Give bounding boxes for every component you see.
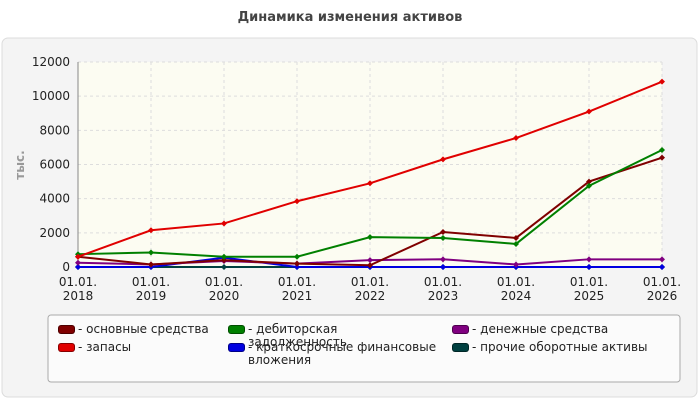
y-tick-label: 6000 (39, 158, 70, 172)
legend-label: - запасы (78, 340, 132, 354)
point (294, 264, 300, 270)
y-tick-label: 2000 (39, 226, 70, 240)
point (367, 257, 373, 264)
y-tick-label: 8000 (39, 123, 70, 137)
x-tick-label: 01.01. 2026 (643, 275, 681, 303)
point (75, 264, 81, 270)
x-tick-label: 01.01. 2023 (424, 275, 462, 303)
x-tick-label: 01.01. 2019 (132, 275, 170, 303)
point (586, 264, 592, 270)
point (586, 256, 592, 263)
legend-label: - прочие оборотные активы (472, 340, 648, 354)
legend-item: - запасы (58, 341, 258, 354)
point (659, 154, 665, 161)
point (513, 135, 519, 142)
point (221, 264, 227, 270)
point (440, 256, 446, 263)
point (294, 260, 300, 267)
legend-swatch (452, 343, 469, 352)
legend-item: - основные средства (58, 323, 258, 336)
y-tick-label: 4000 (39, 192, 70, 206)
legend-swatch (58, 325, 75, 334)
legend-box (47, 314, 681, 383)
point (75, 253, 81, 260)
x-tick-label: 01.01. 2020 (205, 275, 243, 303)
x-tick-label: 01.01. 2018 (59, 275, 97, 303)
y-axis-label: тыс. (13, 150, 27, 179)
point (221, 253, 227, 260)
point (148, 227, 154, 234)
legend-label: - дебиторская задолженность (248, 322, 347, 349)
point (513, 234, 519, 241)
point (367, 262, 373, 269)
point (659, 78, 665, 85)
point (367, 234, 373, 241)
legend-swatch (228, 343, 245, 352)
point (294, 198, 300, 205)
legend-label: - денежные средства (472, 322, 609, 336)
point (440, 156, 446, 163)
point (440, 228, 446, 235)
legend-item: - денежные средства (452, 323, 652, 336)
chart-title: Динамика изменения активов (238, 10, 463, 25)
point (75, 259, 81, 266)
legend-item: - прочие оборотные активы (452, 341, 652, 354)
legend-label: - основные средства (78, 322, 209, 336)
x-tick-label: 01.01. 2024 (497, 275, 535, 303)
legend-item: - краткосрочные финансовые вложения (228, 341, 438, 367)
legend-item: - дебиторская задолженность (228, 323, 438, 349)
point (440, 234, 446, 241)
point (586, 108, 592, 115)
y-tick-label: 10000 (32, 89, 70, 103)
x-tick-label: 01.01. 2022 (351, 275, 389, 303)
y-tick-label: 0 (62, 260, 70, 274)
point (513, 240, 519, 247)
point (221, 220, 227, 227)
legend-swatch (228, 325, 245, 334)
point (586, 182, 592, 189)
legend-swatch (58, 343, 75, 352)
point (367, 180, 373, 187)
point (221, 257, 227, 264)
point (294, 253, 300, 260)
legend-swatch (452, 325, 469, 334)
point (440, 264, 446, 270)
y-tick-label: 12000 (32, 55, 70, 69)
point (659, 146, 665, 153)
point (659, 256, 665, 263)
legend-label: - краткосрочные финансовые вложения (248, 340, 437, 367)
point (148, 261, 154, 268)
x-tick-label: 01.01. 2025 (570, 275, 608, 303)
point (659, 264, 665, 270)
point (586, 178, 592, 185)
x-tick-label: 01.01. 2021 (278, 275, 316, 303)
point (513, 261, 519, 268)
point (148, 249, 154, 256)
